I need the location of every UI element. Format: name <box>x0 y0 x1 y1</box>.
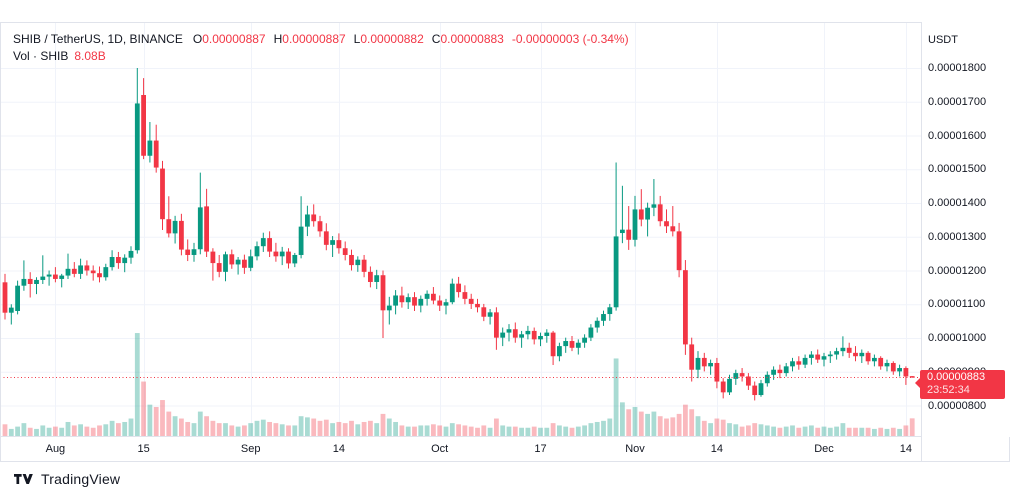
price-tick: 0.00001600 <box>928 129 987 142</box>
tradingview-wordmark: TradingView <box>41 471 121 487</box>
volume-label: Vol · SHIB <box>13 49 69 63</box>
ohlc-open-value: 0.00000887 <box>202 32 266 46</box>
change-value: -0.00000003 (-0.34%) <box>511 32 629 46</box>
time-tick: 15 <box>137 443 150 455</box>
volume-value: 8.08B <box>74 49 106 63</box>
tradingview-attribution[interactable]: TradingView <box>14 471 120 487</box>
volume-bars <box>2 333 915 437</box>
ohlc-low-label: L <box>353 32 361 46</box>
time-tick: 14 <box>332 443 346 455</box>
last-price-value: 0.00000883 <box>927 370 986 383</box>
time-tick: Nov <box>625 443 645 455</box>
price-tick: 0.00001300 <box>928 230 987 243</box>
time-tick: Dec <box>814 443 834 455</box>
tradingview-logo-icon <box>14 474 33 484</box>
price-tick: 0.00000800 <box>928 399 987 412</box>
bar-close-countdown: 23:52:34 <box>927 383 970 396</box>
price-tick: 0.00001400 <box>928 197 987 209</box>
ohlc-high-value: 0.00000887 <box>282 32 346 46</box>
symbol-title[interactable]: SHIB / TetherUS, 1D, BINANCE <box>13 32 183 46</box>
price-tick: 0.00001800 <box>928 62 987 74</box>
price-tick: 0.00001500 <box>928 163 987 176</box>
chart-legend: SHIB / TetherUS, 1D, BINANCE O 0.00000887… <box>13 31 629 65</box>
ohlc-low-value: 0.00000882 <box>360 32 424 46</box>
time-tick: 14 <box>899 443 913 455</box>
time-tick: 17 <box>534 443 547 455</box>
ohlc-close-label: C <box>431 32 441 46</box>
time-tick: 14 <box>710 443 724 455</box>
price-tick: 0.00001100 <box>928 298 986 311</box>
time-tick: Sep <box>240 443 261 455</box>
legend-symbol-row: SHIB / TetherUS, 1D, BINANCE O 0.00000887… <box>13 31 629 48</box>
price-tick: 0.00001000 <box>928 332 987 344</box>
price-tick: 0.00001700 <box>928 95 987 108</box>
time-tick: Oct <box>431 443 449 455</box>
chart-borders <box>0 22 1010 462</box>
time-axis[interactable]: Aug 15 Sep 14 Oct 17 Nov 14 Dec 14 <box>0 437 922 462</box>
price-axis-currency: USDT <box>928 34 958 46</box>
legend-volume-row: Vol · SHIB 8.08B <box>13 48 629 65</box>
ohlc-close-value: 0.00000883 <box>440 32 504 46</box>
ohlc-high-label: H <box>273 32 283 46</box>
price-tick: 0.00001200 <box>928 264 987 277</box>
price-axis[interactable]: USDT 0.00001800 0.00001700 0.00001600 0.000… <box>922 22 1010 437</box>
price-label-arrow-icon <box>915 377 920 388</box>
time-tick: Aug <box>45 443 66 455</box>
ohlc-open-label: O <box>192 32 203 46</box>
candlestick-series <box>2 68 915 401</box>
last-price-label: 0.00000883 23:52:34 <box>915 369 1005 399</box>
